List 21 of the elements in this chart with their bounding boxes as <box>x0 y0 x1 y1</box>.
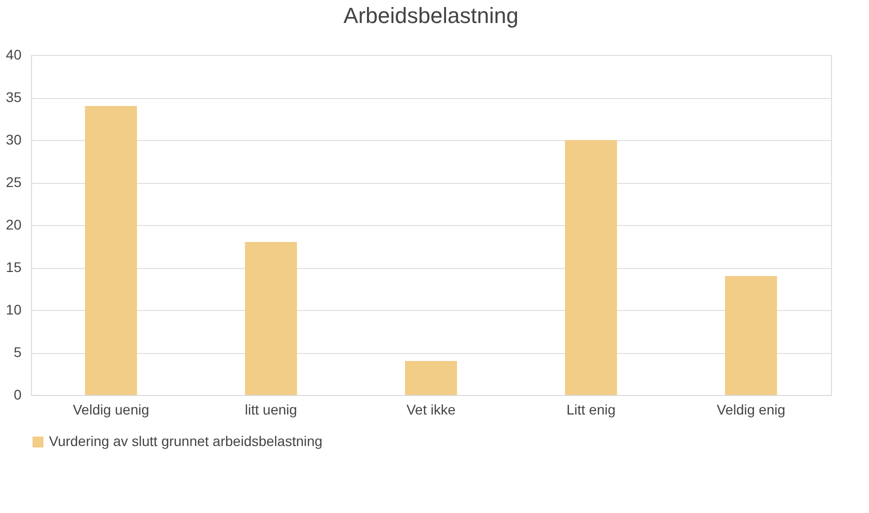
y-tick-label: 5 <box>14 344 22 360</box>
bar <box>245 242 297 395</box>
y-tick-label: 40 <box>6 46 22 62</box>
legend-label: Vurdering av slutt grunnet arbeidsbelastning <box>49 433 322 449</box>
bar <box>85 106 137 395</box>
chart-title: Arbeidsbelastning <box>344 3 518 28</box>
y-tick-label: 35 <box>6 89 22 105</box>
x-tick-label: Litt enig <box>566 402 616 418</box>
x-tick-label: Vet ikke <box>406 402 456 418</box>
x-tick-label: Veldig enig <box>716 402 786 418</box>
y-tick-label: 15 <box>6 259 22 275</box>
bar <box>565 140 617 395</box>
y-tick-label: 30 <box>6 132 22 148</box>
bar <box>405 361 457 395</box>
x-tick-label: Veldig uenig <box>72 402 150 418</box>
x-tick-label: litt uenig <box>244 402 298 418</box>
y-tick-label: 0 <box>14 386 22 402</box>
bar <box>725 276 777 395</box>
y-tick-label: 25 <box>6 174 22 190</box>
y-tick-label: 10 <box>6 302 22 318</box>
y-tick-label: 20 <box>6 216 22 232</box>
